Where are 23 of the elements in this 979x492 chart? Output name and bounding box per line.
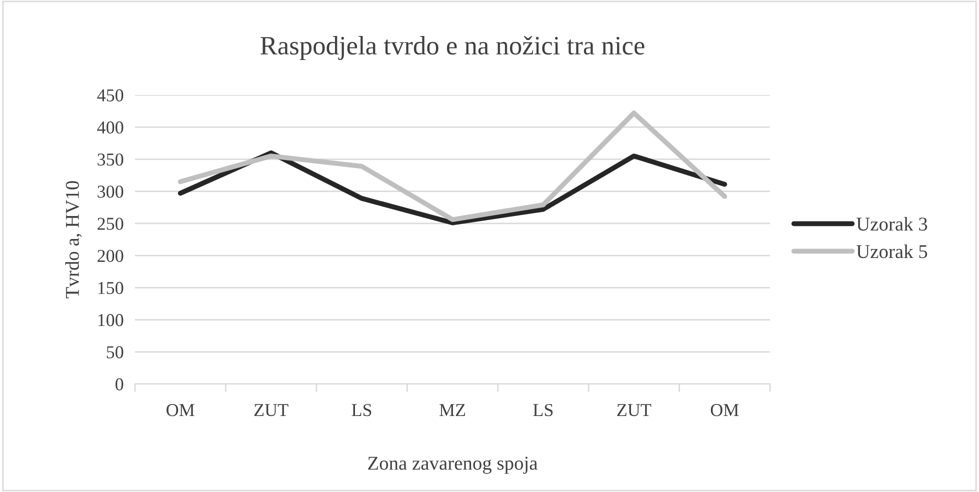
- x-tick-label: ZUT: [254, 404, 288, 416]
- y-tick-label: 300: [98, 186, 124, 198]
- chart-title: Raspodjela tvrdo e na nožici tra nice: [260, 36, 644, 60]
- y-tick-label: 100: [98, 314, 124, 326]
- y-tick-label: 250: [98, 218, 124, 230]
- y-tick-label: 150: [98, 282, 124, 294]
- legend-label: Uzorak 3: [856, 217, 928, 231]
- x-tick-label: ZUT: [617, 404, 652, 416]
- y-tick-label: 400: [97, 121, 124, 134]
- y-tick-label: 200: [98, 250, 124, 262]
- y-tick-label: 350: [98, 153, 124, 166]
- y-tick-label: 450: [97, 89, 124, 102]
- legend-label: Uzorak 5: [856, 244, 928, 258]
- x-tick-label: OM: [166, 404, 194, 416]
- x-tick-label: LS: [352, 404, 372, 416]
- y-tick-label: 50: [106, 346, 124, 358]
- x-tick-label: LS: [533, 404, 553, 416]
- y-axis-title: Tvrdo a, HV10: [65, 181, 82, 298]
- y-tick-label: 0: [116, 378, 124, 390]
- line-series: [178, 110, 728, 222]
- x-axis-title: Zona zavarenog spoja: [368, 456, 538, 474]
- x-tick-label: MZ: [439, 404, 466, 416]
- x-tick-label: OM: [710, 404, 739, 416]
